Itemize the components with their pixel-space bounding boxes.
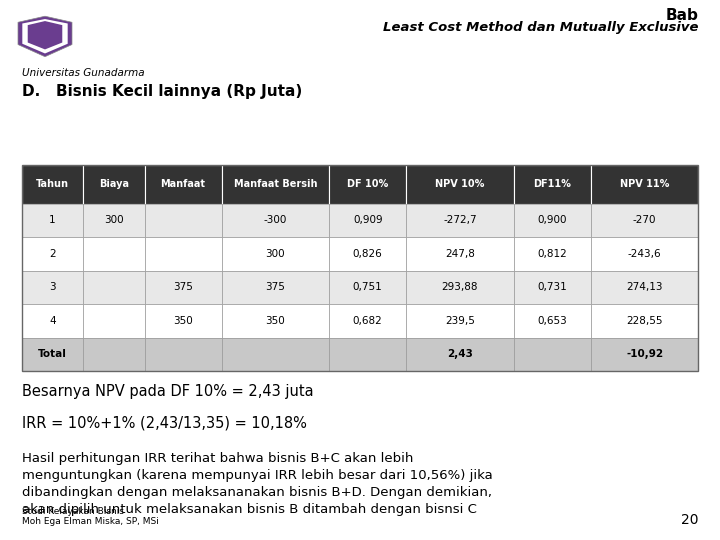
FancyBboxPatch shape xyxy=(222,237,329,271)
FancyBboxPatch shape xyxy=(145,271,222,304)
Text: Least Cost Method dan Mutually Exclusive: Least Cost Method dan Mutually Exclusive xyxy=(383,21,698,33)
FancyBboxPatch shape xyxy=(406,204,514,237)
Text: Hasil perhitungan IRR terihat bahwa bisnis B+C akan lebih
menguntungkan (karena : Hasil perhitungan IRR terihat bahwa bisn… xyxy=(22,452,492,516)
Text: 1: 1 xyxy=(49,215,55,225)
Text: 274,13: 274,13 xyxy=(626,282,663,292)
Text: -272,7: -272,7 xyxy=(444,215,477,225)
Text: 350: 350 xyxy=(174,316,193,326)
Text: Tahun: Tahun xyxy=(36,179,69,189)
Text: Biaya: Biaya xyxy=(99,179,129,189)
Text: 247,8: 247,8 xyxy=(445,249,475,259)
Text: IRR = 10%+1% (2,43/13,35) = 10,18%: IRR = 10%+1% (2,43/13,35) = 10,18% xyxy=(22,416,307,431)
FancyBboxPatch shape xyxy=(83,165,145,204)
FancyBboxPatch shape xyxy=(406,271,514,304)
Text: 2: 2 xyxy=(49,249,55,259)
FancyBboxPatch shape xyxy=(514,304,590,338)
FancyBboxPatch shape xyxy=(145,237,222,271)
FancyBboxPatch shape xyxy=(83,204,145,237)
FancyBboxPatch shape xyxy=(22,237,83,271)
FancyBboxPatch shape xyxy=(514,338,590,371)
FancyBboxPatch shape xyxy=(145,304,222,338)
FancyBboxPatch shape xyxy=(406,304,514,338)
FancyBboxPatch shape xyxy=(406,165,514,204)
Text: 3: 3 xyxy=(49,282,55,292)
FancyBboxPatch shape xyxy=(222,165,329,204)
Text: -300: -300 xyxy=(264,215,287,225)
Text: 228,55: 228,55 xyxy=(626,316,663,326)
Text: 300: 300 xyxy=(104,215,124,225)
FancyBboxPatch shape xyxy=(590,271,698,304)
Text: 0,909: 0,909 xyxy=(353,215,382,225)
Text: 0,682: 0,682 xyxy=(353,316,382,326)
FancyBboxPatch shape xyxy=(145,165,222,204)
Text: DF11%: DF11% xyxy=(534,179,571,189)
FancyBboxPatch shape xyxy=(22,338,83,371)
Text: D.   Bisnis Kecil lainnya (Rp Juta): D. Bisnis Kecil lainnya (Rp Juta) xyxy=(22,84,302,99)
FancyBboxPatch shape xyxy=(222,204,329,237)
FancyBboxPatch shape xyxy=(590,338,698,371)
FancyBboxPatch shape xyxy=(329,304,406,338)
Text: 0,900: 0,900 xyxy=(538,215,567,225)
FancyBboxPatch shape xyxy=(145,204,222,237)
Text: -270: -270 xyxy=(633,215,657,225)
Text: 2,43: 2,43 xyxy=(447,349,473,359)
FancyBboxPatch shape xyxy=(514,165,590,204)
Text: 375: 375 xyxy=(266,282,285,292)
FancyBboxPatch shape xyxy=(329,271,406,304)
FancyBboxPatch shape xyxy=(22,204,83,237)
Text: 20: 20 xyxy=(681,512,698,526)
FancyBboxPatch shape xyxy=(22,165,83,204)
Text: 0,653: 0,653 xyxy=(537,316,567,326)
Text: 0,812: 0,812 xyxy=(537,249,567,259)
FancyBboxPatch shape xyxy=(22,304,83,338)
FancyBboxPatch shape xyxy=(406,237,514,271)
FancyBboxPatch shape xyxy=(590,204,698,237)
Polygon shape xyxy=(27,21,62,50)
FancyBboxPatch shape xyxy=(329,204,406,237)
FancyBboxPatch shape xyxy=(222,271,329,304)
FancyBboxPatch shape xyxy=(83,237,145,271)
Polygon shape xyxy=(18,16,72,57)
Text: Manfaat: Manfaat xyxy=(161,179,206,189)
Text: -10,92: -10,92 xyxy=(626,349,663,359)
FancyBboxPatch shape xyxy=(590,304,698,338)
FancyBboxPatch shape xyxy=(590,237,698,271)
FancyBboxPatch shape xyxy=(222,338,329,371)
Text: Manfaat Bersih: Manfaat Bersih xyxy=(234,179,317,189)
FancyBboxPatch shape xyxy=(83,338,145,371)
Polygon shape xyxy=(22,19,68,53)
Text: 350: 350 xyxy=(266,316,285,326)
Text: 300: 300 xyxy=(266,249,285,259)
Text: 293,88: 293,88 xyxy=(442,282,478,292)
FancyBboxPatch shape xyxy=(145,338,222,371)
Text: 4: 4 xyxy=(49,316,55,326)
Text: Total: Total xyxy=(38,349,67,359)
Text: Universitas Gunadarma: Universitas Gunadarma xyxy=(22,68,144,78)
FancyBboxPatch shape xyxy=(83,304,145,338)
FancyBboxPatch shape xyxy=(83,271,145,304)
FancyBboxPatch shape xyxy=(222,304,329,338)
FancyBboxPatch shape xyxy=(514,204,590,237)
FancyBboxPatch shape xyxy=(329,165,406,204)
Text: 239,5: 239,5 xyxy=(445,316,475,326)
Text: Besarnya NPV pada DF 10% = 2,43 juta: Besarnya NPV pada DF 10% = 2,43 juta xyxy=(22,384,313,400)
Text: 0,826: 0,826 xyxy=(353,249,382,259)
Text: DF 10%: DF 10% xyxy=(347,179,388,189)
Text: NPV 10%: NPV 10% xyxy=(436,179,485,189)
Text: NPV 11%: NPV 11% xyxy=(620,179,670,189)
Text: Bab: Bab xyxy=(665,8,698,23)
Text: 0,751: 0,751 xyxy=(353,282,382,292)
FancyBboxPatch shape xyxy=(514,237,590,271)
Text: Studi Kelayakan Bisnis
Moh Ega Elman Miska, SP, MSi: Studi Kelayakan Bisnis Moh Ega Elman Mis… xyxy=(22,507,158,526)
FancyBboxPatch shape xyxy=(329,338,406,371)
FancyBboxPatch shape xyxy=(22,271,83,304)
FancyBboxPatch shape xyxy=(514,271,590,304)
Text: 0,731: 0,731 xyxy=(537,282,567,292)
Text: 375: 375 xyxy=(174,282,193,292)
Text: -243,6: -243,6 xyxy=(628,249,662,259)
FancyBboxPatch shape xyxy=(590,165,698,204)
FancyBboxPatch shape xyxy=(406,338,514,371)
FancyBboxPatch shape xyxy=(329,237,406,271)
